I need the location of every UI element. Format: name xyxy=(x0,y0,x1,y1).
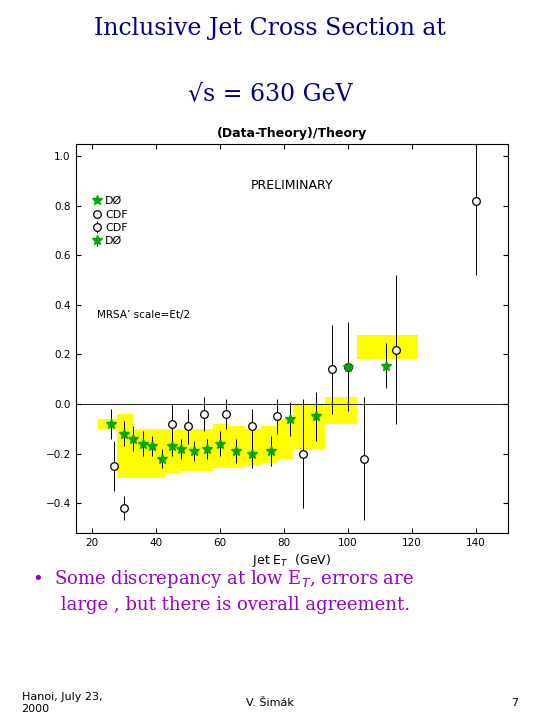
Bar xyxy=(133,429,149,478)
Text: •  Some discrepancy at low E$_T$, errors are
     large , but there is overall a: • Some discrepancy at low E$_T$, errors … xyxy=(32,568,415,613)
Bar xyxy=(245,429,261,466)
Bar xyxy=(229,426,245,469)
Text: V. Šimák: V. Šimák xyxy=(246,698,294,708)
Text: √s = 630 GeV: √s = 630 GeV xyxy=(188,82,352,105)
Bar xyxy=(181,429,197,471)
X-axis label: Jet E$_T$  (GeV): Jet E$_T$ (GeV) xyxy=(252,552,331,569)
Text: PRELIMINARY: PRELIMINARY xyxy=(250,179,333,192)
Bar xyxy=(117,414,133,478)
Title: (Data-Theory)/Theory: (Data-Theory)/Theory xyxy=(217,127,367,140)
Bar xyxy=(293,404,325,449)
Bar xyxy=(98,419,117,429)
Legend: DØ, CDF, CDF, DØ: DØ, CDF, CDF, DØ xyxy=(94,197,128,246)
Text: Inclusive Jet Cross Section at: Inclusive Jet Cross Section at xyxy=(94,17,446,40)
Bar xyxy=(357,335,418,359)
Text: MRSA’ scale=Et/2: MRSA’ scale=Et/2 xyxy=(97,310,190,320)
Bar xyxy=(197,429,213,471)
Bar xyxy=(325,397,357,424)
Bar xyxy=(213,424,229,469)
Bar xyxy=(277,419,293,459)
Text: Hanoi, July 23,
2000: Hanoi, July 23, 2000 xyxy=(22,692,102,714)
Text: 7: 7 xyxy=(511,698,518,708)
Bar xyxy=(261,426,277,464)
Bar xyxy=(149,429,165,478)
Bar xyxy=(165,429,181,473)
